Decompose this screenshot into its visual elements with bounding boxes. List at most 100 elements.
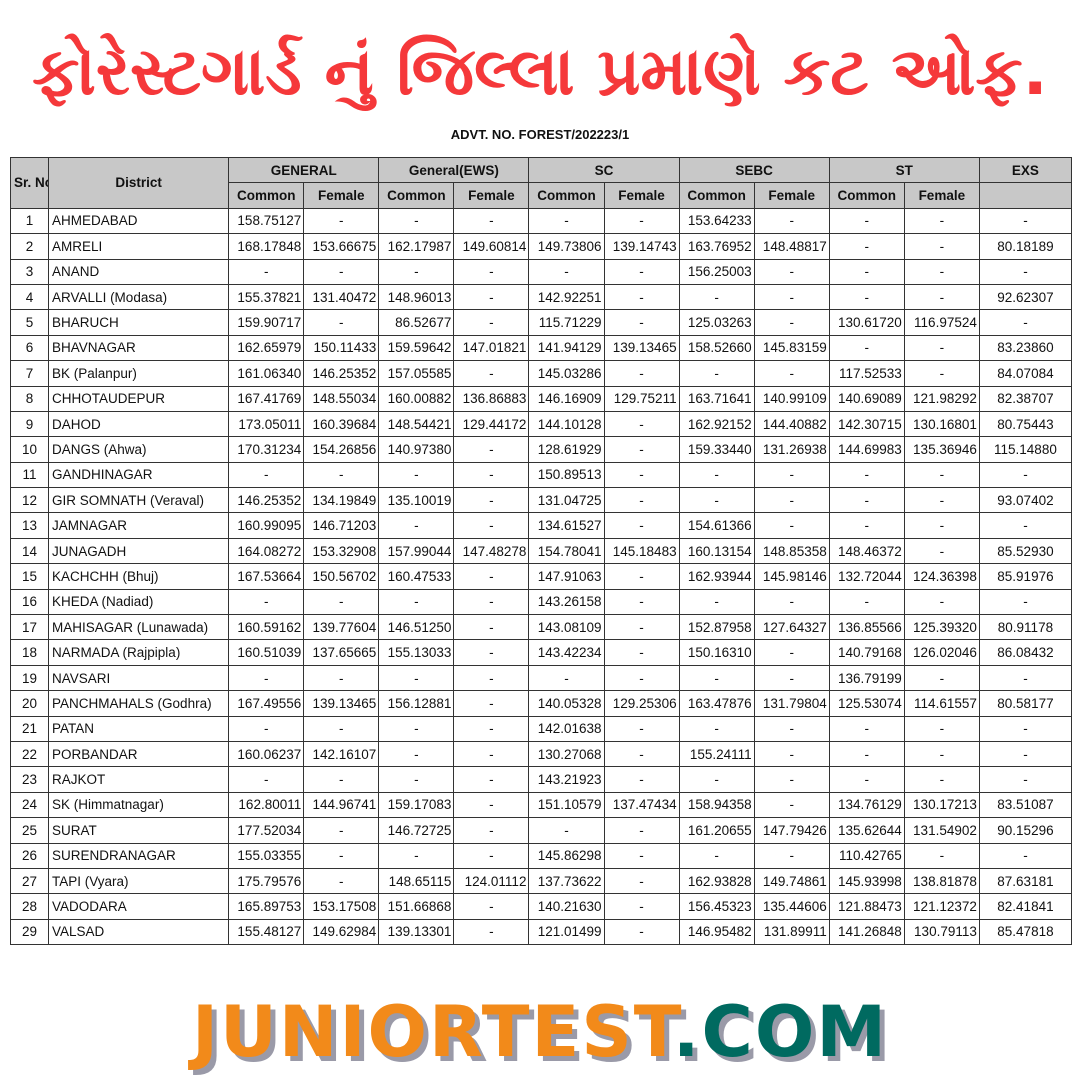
subheader-female: Female	[453, 182, 530, 209]
table-row: 7 BK (Palanpur) 161.06340 146.25352 157.0558…	[9, 360, 1073, 387]
cell-cutoff: -	[903, 842, 980, 869]
cell-cutoff: 163.71641	[678, 385, 755, 412]
cell-cutoff: -	[453, 817, 530, 844]
cell-cutoff: 128.61929	[528, 436, 605, 463]
cell-cutoff: -	[678, 461, 755, 489]
cell-cutoff: -	[603, 283, 680, 311]
table-row: 16 KHEDA (Nadiad) - - - -143.26158- - - - - -	[9, 588, 1073, 616]
cell-cutoff: 158.94358	[678, 791, 755, 819]
cell-cutoff: 86.08432	[978, 639, 1073, 666]
cell-cutoff: 152.87958	[678, 614, 755, 641]
cell-sr-no: 7	[9, 360, 50, 387]
cell-cutoff: -	[753, 588, 830, 616]
cell-district: AMRELI	[48, 233, 230, 260]
cell-cutoff: 130.16801	[903, 410, 980, 438]
cell-sr-no: 1	[9, 207, 50, 235]
cell-district: BHAVNAGAR	[48, 334, 230, 362]
cell-cutoff: 143.26158	[528, 588, 605, 616]
cell-cutoff: -	[678, 360, 755, 387]
cell-cutoff: 164.08272	[228, 537, 305, 565]
cell-cutoff: -	[828, 461, 905, 489]
cell-cutoff: 145.98146	[753, 563, 830, 590]
cell-cutoff: 124.01112	[453, 867, 530, 895]
cell-sr-no: 26	[9, 842, 50, 869]
cell-cutoff: 140.79168	[828, 639, 905, 666]
cell-district: ARVALLI (Modasa)	[48, 283, 230, 311]
cell-cutoff: -	[603, 461, 680, 489]
cell-cutoff: 160.13154	[678, 537, 755, 565]
subheader-common: Common	[378, 182, 455, 209]
cell-cutoff: -	[828, 207, 905, 235]
cell-cutoff: -	[453, 283, 530, 311]
table-row: 9 DAHOD 173.05011 160.39684 148.54421 129.441…	[9, 410, 1073, 438]
cell-cutoff: -	[378, 740, 455, 768]
cell-cutoff: 150.11433	[303, 334, 380, 362]
table-row: 3 ANAND - - - - - -156.25003- - - -	[9, 258, 1073, 285]
cell-cutoff: -	[903, 715, 980, 742]
cell-cutoff: 80.58177	[978, 690, 1073, 717]
cell-cutoff: 146.95482	[678, 918, 755, 946]
cell-cutoff: -	[903, 487, 980, 514]
cell-cutoff: 162.92152	[678, 410, 755, 438]
cell-district: PANCHMAHALS (Godhra)	[48, 690, 230, 717]
cell-cutoff: -	[603, 664, 680, 692]
cell-district: SURENDRANAGAR	[48, 842, 230, 869]
header-sr-no: Sr. No.	[9, 157, 50, 209]
header-district: District	[48, 157, 230, 209]
cell-cutoff: 126.02046	[903, 639, 980, 666]
cell-cutoff: 154.26856	[303, 436, 380, 463]
cell-cutoff: 149.73806	[528, 233, 605, 260]
cell-cutoff: -	[303, 588, 380, 616]
cell-cutoff: -	[753, 360, 830, 387]
cell-cutoff: -	[903, 461, 980, 489]
cell-cutoff: 162.93944	[678, 563, 755, 590]
cell-cutoff: 130.79113	[903, 918, 980, 946]
cell-sr-no: 18	[9, 639, 50, 666]
cell-cutoff: 160.59162	[228, 614, 305, 641]
cell-cutoff: -	[378, 512, 455, 539]
cell-cutoff: 85.52930	[978, 537, 1073, 565]
cell-cutoff: 148.55034	[303, 385, 380, 412]
cell-cutoff: -	[603, 867, 680, 895]
cell-cutoff: -	[303, 309, 380, 336]
table-row: 2 AMRELI 168.17848 153.66675 162.17987 149.60…	[9, 233, 1073, 260]
cell-cutoff: 151.10579	[528, 791, 605, 819]
cell-cutoff: -	[753, 487, 830, 514]
cell-cutoff: 121.88473	[828, 893, 905, 920]
cutoff-table: Sr. No.DistrictGENERALGeneral(EWS)SCSEBC…	[9, 156, 1073, 946]
cell-cutoff: 140.05328	[528, 690, 605, 717]
cell-sr-no: 2	[9, 233, 50, 260]
cell-cutoff: -	[378, 842, 455, 869]
cell-cutoff: -	[378, 461, 455, 489]
cell-district: MAHISAGAR (Lunawada)	[48, 614, 230, 641]
cell-cutoff: 163.76952	[678, 233, 755, 260]
cell-cutoff: 175.79576	[228, 867, 305, 895]
cell-cutoff: 148.96013	[378, 283, 455, 311]
cell-cutoff: -	[303, 842, 380, 869]
cell-cutoff: -	[453, 766, 530, 793]
cell-cutoff: 159.33440	[678, 436, 755, 463]
cell-cutoff: 131.79804	[753, 690, 830, 717]
table-row: 14 JUNAGADH 164.08272 153.32908 157.99044 147…	[9, 537, 1073, 565]
cell-cutoff: 144.40882	[753, 410, 830, 438]
cell-cutoff: 168.17848	[228, 233, 305, 260]
cell-cutoff: 129.25306	[603, 690, 680, 717]
cell-district: KACHCHH (Bhuj)	[48, 563, 230, 590]
table-row: 10 DANGS (Ahwa) 170.31234 154.26856 140.9738…	[9, 436, 1073, 463]
cell-cutoff: 140.99109	[753, 385, 830, 412]
header-group-general: GENERAL	[228, 156, 380, 184]
cell-cutoff: -	[828, 715, 905, 742]
cell-cutoff: -	[753, 512, 830, 539]
logo-text-main: JUNIORTEST	[191, 991, 673, 1073]
cell-cutoff: 162.17987	[378, 233, 455, 260]
cell-cutoff: -	[228, 715, 305, 742]
cell-cutoff: 160.06237	[228, 740, 305, 768]
cell-cutoff: -	[678, 715, 755, 742]
cell-sr-no: 4	[9, 283, 50, 311]
cell-cutoff: 131.89911	[753, 918, 830, 946]
cell-cutoff: 153.66675	[303, 233, 380, 260]
cell-cutoff: 136.86883	[453, 385, 530, 412]
cell-cutoff: 139.13301	[378, 918, 455, 946]
cell-sr-no: 27	[9, 867, 50, 895]
cell-cutoff: -	[603, 918, 680, 946]
